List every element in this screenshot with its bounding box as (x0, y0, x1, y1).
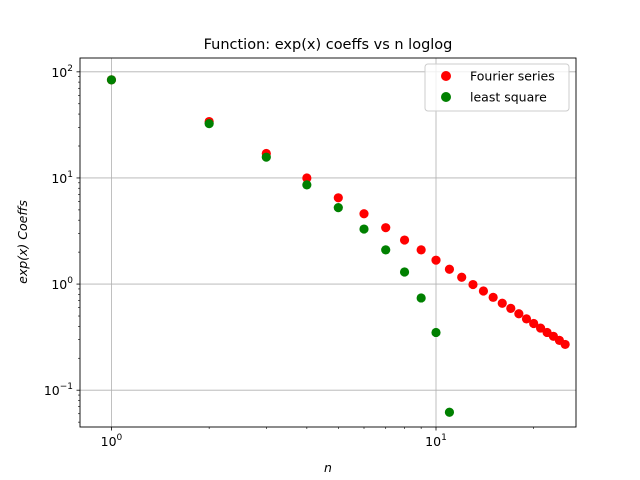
point-least-square (106, 75, 117, 85)
point-fourier-series (302, 173, 312, 183)
point-least-square (431, 327, 441, 338)
legend-label-fourier-series: Fourier series (470, 69, 555, 84)
point-fourier-series (506, 303, 516, 313)
point-fourier-series (416, 245, 426, 255)
x-tick-label: 101 (425, 433, 447, 449)
data-points (106, 75, 570, 417)
point-fourier-series (431, 255, 441, 265)
y-axis-label: exp(x) Coeffs (15, 200, 30, 284)
point-fourier-series (444, 264, 455, 274)
point-fourier-series (381, 223, 391, 233)
y-tick-label: 101 (51, 170, 73, 186)
point-fourier-series (359, 209, 369, 219)
grid-lines (80, 58, 576, 427)
point-fourier-series (457, 272, 467, 282)
point-fourier-series (478, 286, 489, 296)
point-least-square (333, 203, 343, 213)
point-least-square (416, 293, 426, 303)
legend-label-least-square: least square (470, 90, 547, 105)
point-fourier-series (497, 298, 507, 308)
y-tick-label: 10−1 (44, 382, 73, 398)
legend-marker-least-square (441, 92, 451, 102)
chart-title: Function: exp(x) coeffs vs n loglog (204, 37, 453, 53)
point-fourier-series (399, 235, 410, 245)
legend-box (424, 63, 570, 112)
point-least-square (444, 407, 455, 417)
point-least-square (399, 267, 410, 277)
point-least-square (204, 119, 214, 129)
x-tick-label: 100 (101, 433, 123, 449)
point-fourier-series (333, 193, 343, 203)
legend-marker-fourier-series (441, 71, 451, 81)
point-fourier-series (514, 309, 524, 319)
point-fourier-series (521, 314, 532, 324)
y-tick-label: 100 (51, 276, 73, 292)
y-tick-label: 102 (51, 64, 73, 80)
point-fourier-series (468, 279, 478, 290)
point-fourier-series (488, 292, 498, 302)
point-least-square (302, 180, 312, 190)
x-axis-label: n (324, 460, 332, 475)
point-fourier-series (535, 323, 546, 333)
point-least-square (381, 245, 391, 255)
legend: Fourier series least square (424, 63, 570, 112)
point-least-square (359, 224, 369, 234)
point-fourier-series (560, 339, 570, 350)
point-fourier-series (529, 318, 539, 329)
point-least-square (261, 152, 271, 162)
axis-ticks: 100 101 10−1 100 101 102 (44, 64, 535, 449)
plot-area-frame (79, 57, 577, 428)
